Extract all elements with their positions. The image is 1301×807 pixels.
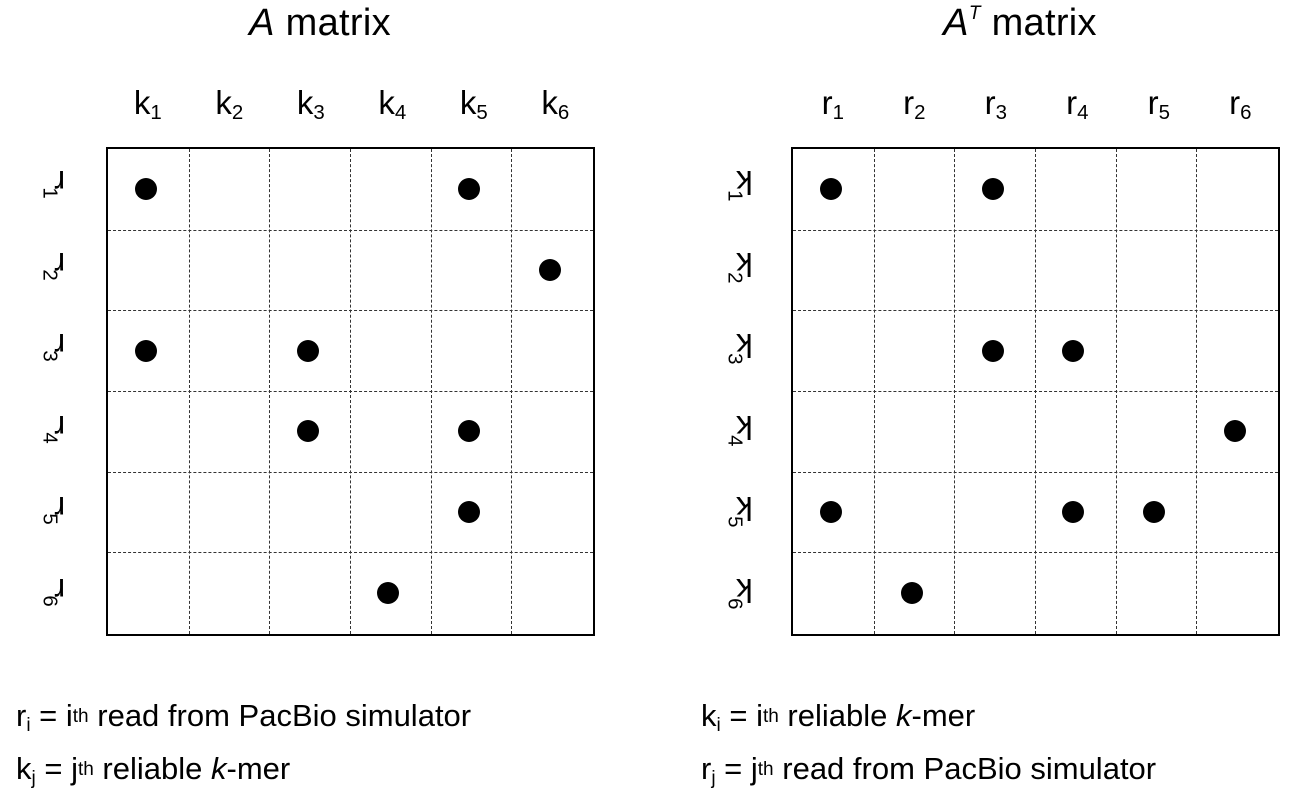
matrix-entry-dot xyxy=(901,581,923,604)
at-matrix-panel: AT matrix r1 r2 r3 r4 r5 r6 k1 k2 k3 k4 … xyxy=(685,0,1301,807)
column-label: k2 xyxy=(215,84,244,125)
matrix-entry-dot xyxy=(981,339,1004,362)
matrix-entry-dot xyxy=(538,259,561,281)
matrix-entry-dot xyxy=(981,178,1004,201)
row-label: k1 xyxy=(723,164,753,202)
grid-row-divider xyxy=(108,391,593,392)
column-label: r1 xyxy=(821,84,844,125)
column-label: k3 xyxy=(296,84,325,125)
a-matrix-title: A matrix xyxy=(35,2,605,45)
matrix-entry-dot xyxy=(458,420,480,443)
matrix-entry-dot xyxy=(820,178,843,201)
matrix-entry-dot xyxy=(135,178,158,201)
column-label: k1 xyxy=(133,84,162,125)
column-label: r4 xyxy=(1066,84,1089,125)
grid-row-divider xyxy=(793,552,1278,554)
matrix-entry-dot xyxy=(135,339,158,362)
a-matrix-panel: A matrix k1 k2 k3 k4 k5 k6 r1 r2 r3 r4 r… xyxy=(0,0,640,807)
grid-column-divider xyxy=(1115,149,1117,634)
grid-column-divider xyxy=(511,149,513,634)
row-label: r2 xyxy=(38,245,66,283)
row-labels: r1 r2 r3 r4 r5 r6 xyxy=(28,147,88,636)
column-label: k4 xyxy=(378,84,407,125)
a-matrix-grid xyxy=(106,147,595,636)
title-superscript: T xyxy=(968,3,981,25)
matrix-entry-dot xyxy=(1223,420,1246,443)
column-label: k6 xyxy=(541,84,570,125)
row-label: k6 xyxy=(723,571,753,610)
matrix-entry-dot xyxy=(296,420,319,443)
column-label: r6 xyxy=(1229,84,1252,125)
grid-row-divider xyxy=(108,471,593,473)
row-label: r1 xyxy=(38,164,66,202)
row-label: k5 xyxy=(723,490,753,528)
title-rest: matrix xyxy=(274,2,391,44)
row-label: r5 xyxy=(38,490,66,528)
column-headers: k1 k2 k3 k4 k5 k6 xyxy=(107,84,596,130)
row-label: r3 xyxy=(38,327,66,365)
legend-line: ri = ith read from PacBio simulator xyxy=(16,698,472,736)
row-label: k2 xyxy=(723,245,753,284)
row-label: r4 xyxy=(38,408,66,446)
legend-line: kj = jth reliable k-mer xyxy=(16,751,291,789)
matrix-entry-dot xyxy=(296,339,319,362)
row-label: k4 xyxy=(723,408,753,447)
matrix-entry-dot xyxy=(1062,501,1085,523)
matrix-entry-dot xyxy=(1143,501,1165,523)
column-label: r5 xyxy=(1147,84,1170,125)
matrix-entry-dot xyxy=(820,501,843,523)
grid-column-divider xyxy=(430,149,432,634)
row-labels: k1 k2 k3 k4 k5 k6 xyxy=(713,147,773,636)
row-label: k3 xyxy=(723,327,753,365)
column-headers: r1 r2 r3 r4 r5 r6 xyxy=(792,84,1281,130)
matrix-entry-dot xyxy=(377,581,400,604)
column-label: k5 xyxy=(459,84,488,125)
grid-row-divider xyxy=(108,552,593,554)
matrix-entry-dot xyxy=(458,178,480,201)
column-label: r2 xyxy=(903,84,926,125)
title-italic: A xyxy=(943,2,969,44)
grid-column-divider xyxy=(1196,149,1198,634)
grid-row-divider xyxy=(793,471,1278,473)
matrix-entry-dot xyxy=(458,501,480,523)
at-matrix-title: AT matrix xyxy=(735,2,1301,45)
legend-line: rj = jth read from PacBio simulator xyxy=(701,751,1157,789)
grid-row-divider xyxy=(793,391,1278,392)
column-label: r3 xyxy=(984,84,1007,125)
title-rest: matrix xyxy=(980,2,1097,44)
title-italic: A xyxy=(249,2,275,44)
row-label: r6 xyxy=(38,571,66,609)
at-matrix-grid xyxy=(791,147,1280,636)
legend-line: ki = ith reliable k-mer xyxy=(701,698,976,736)
matrix-entry-dot xyxy=(1062,339,1085,362)
